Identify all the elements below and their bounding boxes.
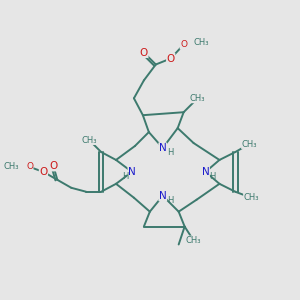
Text: CH₃: CH₃ [244, 193, 259, 202]
Text: O: O [49, 161, 58, 171]
Text: O: O [39, 167, 48, 177]
Text: CH₃: CH₃ [190, 94, 205, 103]
Text: CH₃: CH₃ [186, 236, 201, 245]
Text: N: N [159, 143, 166, 153]
Text: CH₃: CH₃ [3, 162, 19, 171]
Text: H: H [167, 196, 173, 205]
Text: H: H [122, 172, 128, 182]
Text: CH₃: CH₃ [242, 140, 257, 148]
Text: CH₃: CH₃ [81, 136, 97, 145]
Text: H: H [167, 148, 173, 158]
Text: O: O [26, 162, 33, 171]
Text: O: O [140, 47, 148, 58]
Text: N: N [159, 191, 166, 201]
Text: N: N [202, 167, 209, 177]
Text: O: O [180, 40, 187, 49]
Text: H: H [209, 172, 216, 182]
Text: N: N [128, 167, 136, 177]
Text: O: O [167, 53, 175, 64]
Text: CH₃: CH₃ [194, 38, 209, 47]
